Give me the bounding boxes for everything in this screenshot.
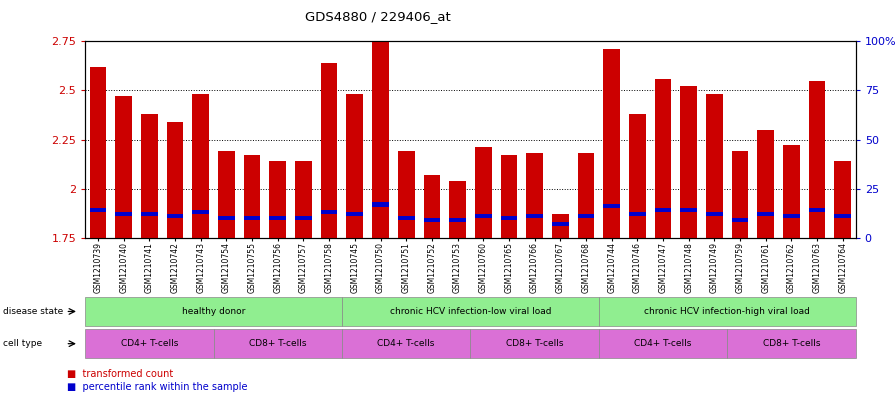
Bar: [475, 214, 492, 218]
Text: CD4+ T-cells: CD4+ T-cells: [634, 339, 692, 348]
Bar: [629, 114, 646, 238]
Bar: [706, 212, 723, 216]
Bar: [424, 218, 440, 222]
Text: chronic HCV infection-high viral load: chronic HCV infection-high viral load: [644, 307, 810, 316]
Bar: [141, 114, 158, 238]
Text: CD8+ T-cells: CD8+ T-cells: [506, 339, 564, 348]
Bar: [706, 94, 723, 238]
Bar: [629, 212, 646, 216]
Bar: [398, 216, 415, 220]
Text: CD8+ T-cells: CD8+ T-cells: [762, 339, 820, 348]
Bar: [347, 94, 363, 238]
Bar: [526, 214, 543, 218]
Bar: [783, 145, 800, 238]
Bar: [347, 212, 363, 216]
Bar: [167, 122, 184, 238]
Bar: [680, 86, 697, 238]
Bar: [218, 151, 235, 238]
Bar: [244, 155, 261, 238]
Bar: [295, 161, 312, 238]
Bar: [603, 49, 620, 238]
Bar: [193, 210, 209, 214]
Bar: [809, 81, 825, 238]
Bar: [398, 151, 415, 238]
Bar: [475, 147, 492, 238]
Bar: [270, 161, 286, 238]
Text: chronic HCV infection-low viral load: chronic HCV infection-low viral load: [390, 307, 551, 316]
Bar: [90, 67, 107, 238]
Bar: [449, 181, 466, 238]
Text: ■  percentile rank within the sample: ■ percentile rank within the sample: [67, 382, 247, 392]
Bar: [295, 216, 312, 220]
Bar: [218, 216, 235, 220]
Bar: [270, 216, 286, 220]
Bar: [372, 202, 389, 206]
Bar: [167, 214, 184, 218]
Bar: [501, 216, 517, 220]
Bar: [578, 214, 594, 218]
Bar: [116, 212, 132, 216]
Bar: [757, 130, 774, 238]
Bar: [321, 210, 338, 214]
Bar: [552, 222, 569, 226]
Bar: [757, 212, 774, 216]
Text: healthy donor: healthy donor: [182, 307, 246, 316]
Text: cell type: cell type: [3, 339, 42, 348]
Bar: [732, 218, 748, 222]
Bar: [424, 175, 440, 238]
Bar: [449, 218, 466, 222]
Bar: [321, 63, 338, 238]
Bar: [603, 204, 620, 208]
Bar: [501, 155, 517, 238]
Bar: [655, 79, 671, 238]
Bar: [809, 208, 825, 212]
Text: CD8+ T-cells: CD8+ T-cells: [249, 339, 306, 348]
Text: ■  transformed count: ■ transformed count: [67, 369, 174, 379]
Text: CD4+ T-cells: CD4+ T-cells: [121, 339, 178, 348]
Bar: [834, 214, 851, 218]
Bar: [680, 208, 697, 212]
Bar: [141, 212, 158, 216]
Text: CD4+ T-cells: CD4+ T-cells: [377, 339, 435, 348]
Text: GDS4880 / 229406_at: GDS4880 / 229406_at: [305, 10, 451, 23]
Bar: [90, 208, 107, 212]
Bar: [552, 214, 569, 238]
Bar: [834, 161, 851, 238]
Bar: [578, 153, 594, 238]
Bar: [526, 153, 543, 238]
Bar: [244, 216, 261, 220]
Bar: [193, 94, 209, 238]
Bar: [732, 151, 748, 238]
Bar: [116, 96, 132, 238]
Bar: [372, 0, 389, 238]
Bar: [783, 214, 800, 218]
Bar: [655, 208, 671, 212]
Text: disease state: disease state: [3, 307, 63, 316]
